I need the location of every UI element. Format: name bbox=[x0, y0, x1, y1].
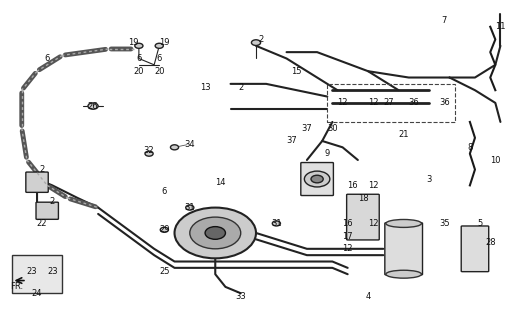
Circle shape bbox=[145, 151, 153, 156]
Text: 8: 8 bbox=[467, 143, 473, 152]
Text: 33: 33 bbox=[236, 292, 246, 301]
Text: 28: 28 bbox=[485, 238, 496, 247]
FancyBboxPatch shape bbox=[36, 202, 58, 219]
Circle shape bbox=[170, 145, 179, 150]
Text: 11: 11 bbox=[495, 22, 506, 31]
Circle shape bbox=[160, 227, 168, 232]
Text: 6: 6 bbox=[157, 54, 162, 63]
FancyBboxPatch shape bbox=[461, 226, 489, 272]
Text: 10: 10 bbox=[490, 156, 501, 164]
Circle shape bbox=[88, 103, 98, 109]
Text: 31: 31 bbox=[184, 203, 195, 212]
Ellipse shape bbox=[386, 270, 421, 278]
Text: 32: 32 bbox=[144, 146, 155, 155]
FancyBboxPatch shape bbox=[385, 223, 422, 275]
Text: 9: 9 bbox=[325, 149, 330, 158]
Bar bbox=[12, 255, 62, 293]
FancyBboxPatch shape bbox=[301, 163, 333, 196]
Text: 25: 25 bbox=[159, 267, 169, 276]
Text: 18: 18 bbox=[357, 194, 368, 203]
Text: 4: 4 bbox=[366, 292, 371, 301]
Text: 37: 37 bbox=[286, 136, 297, 146]
Text: 36: 36 bbox=[439, 99, 450, 108]
Text: 2: 2 bbox=[50, 197, 55, 206]
Circle shape bbox=[272, 221, 281, 226]
Text: 34: 34 bbox=[184, 140, 195, 148]
Text: 2: 2 bbox=[39, 165, 45, 174]
Text: 27: 27 bbox=[383, 99, 394, 108]
Text: 23: 23 bbox=[27, 267, 37, 276]
Text: 20: 20 bbox=[154, 67, 164, 76]
Circle shape bbox=[186, 205, 194, 210]
Ellipse shape bbox=[386, 220, 421, 228]
Text: 7: 7 bbox=[442, 16, 447, 25]
Text: 13: 13 bbox=[200, 83, 210, 92]
FancyBboxPatch shape bbox=[347, 194, 379, 240]
Text: 14: 14 bbox=[215, 178, 226, 187]
Text: 6: 6 bbox=[136, 54, 141, 63]
Text: 21: 21 bbox=[398, 130, 409, 139]
Circle shape bbox=[175, 208, 256, 258]
Text: 3: 3 bbox=[426, 174, 432, 184]
Circle shape bbox=[311, 175, 323, 183]
Text: 16: 16 bbox=[348, 181, 358, 190]
Circle shape bbox=[251, 40, 261, 45]
Circle shape bbox=[155, 43, 163, 48]
Text: 16: 16 bbox=[343, 219, 353, 228]
FancyBboxPatch shape bbox=[26, 172, 48, 192]
Text: 2: 2 bbox=[259, 35, 264, 44]
Text: 35: 35 bbox=[439, 219, 450, 228]
Text: 6: 6 bbox=[45, 54, 50, 63]
Text: 12: 12 bbox=[343, 244, 353, 253]
Text: 15: 15 bbox=[291, 67, 302, 76]
Text: 22: 22 bbox=[37, 219, 48, 228]
Text: 12: 12 bbox=[368, 181, 378, 190]
Text: 2: 2 bbox=[238, 83, 243, 92]
Text: 6: 6 bbox=[162, 187, 167, 196]
Text: 19: 19 bbox=[129, 38, 139, 47]
Circle shape bbox=[135, 43, 143, 48]
Circle shape bbox=[304, 171, 330, 187]
Text: 12: 12 bbox=[368, 219, 378, 228]
Circle shape bbox=[190, 217, 241, 249]
Text: FR.: FR. bbox=[10, 282, 23, 292]
Text: 26: 26 bbox=[88, 101, 98, 111]
Text: 37: 37 bbox=[302, 124, 312, 133]
Bar bbox=[327, 84, 455, 122]
Circle shape bbox=[205, 227, 225, 239]
Text: 30: 30 bbox=[327, 124, 338, 133]
Text: 17: 17 bbox=[343, 232, 353, 241]
Text: 19: 19 bbox=[159, 38, 169, 47]
Text: 31: 31 bbox=[271, 219, 282, 228]
Text: 23: 23 bbox=[47, 267, 58, 276]
Text: 12: 12 bbox=[337, 99, 348, 108]
Text: 29: 29 bbox=[159, 225, 169, 234]
Text: 36: 36 bbox=[409, 99, 419, 108]
Text: 12: 12 bbox=[368, 99, 378, 108]
Text: 20: 20 bbox=[134, 67, 144, 76]
Text: 5: 5 bbox=[477, 219, 483, 228]
Text: 24: 24 bbox=[32, 289, 42, 298]
